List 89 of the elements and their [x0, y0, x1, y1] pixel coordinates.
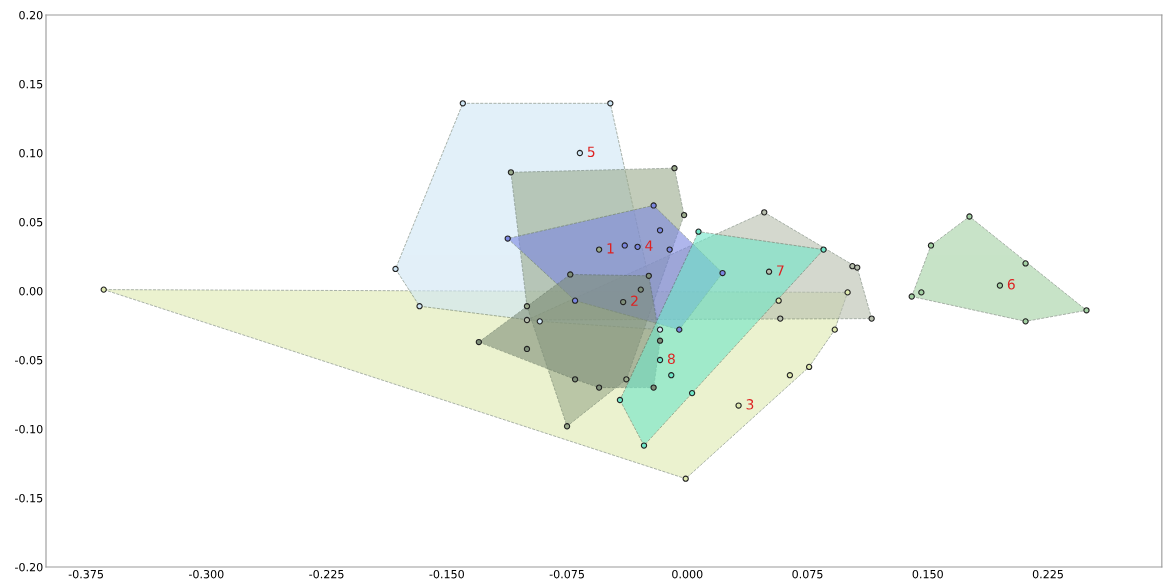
series-label: 1 [607, 243, 614, 254]
point [735, 402, 742, 409]
point [868, 315, 875, 322]
x-tick-label: -0.150 [429, 569, 464, 579]
point [656, 326, 664, 333]
point [761, 209, 768, 216]
series-label: 8 [667, 353, 675, 365]
point [688, 389, 696, 397]
point [908, 293, 915, 300]
series-label: 2 [631, 295, 638, 306]
point [668, 372, 675, 379]
point [620, 298, 627, 306]
point [680, 211, 688, 219]
y-tick-label: 0.00 [19, 286, 43, 296]
series-label: 4 [645, 240, 653, 251]
x-tick-label: 0.075 [792, 569, 823, 579]
point [719, 269, 726, 277]
y-tick-label: -0.10 [15, 424, 43, 434]
point [996, 282, 1004, 289]
point [634, 243, 641, 250]
point [416, 303, 423, 310]
point [775, 297, 782, 304]
y-tick-label: -0.20 [15, 562, 43, 572]
point [844, 289, 851, 296]
series-label: 6 [1007, 279, 1015, 290]
point [695, 228, 702, 235]
x-tick-label: 0.150 [912, 569, 943, 579]
point [805, 363, 813, 371]
x-tick-label: -0.075 [549, 569, 584, 579]
point [523, 316, 531, 324]
point [820, 246, 827, 253]
x-tick-label: -0.300 [188, 569, 224, 579]
point [1022, 260, 1029, 267]
point [1083, 307, 1090, 314]
point [507, 169, 515, 176]
point [621, 242, 628, 249]
series-label: 3 [746, 399, 754, 410]
point [777, 315, 784, 322]
point [392, 265, 399, 273]
point [656, 337, 664, 344]
point [504, 235, 511, 242]
point [475, 338, 483, 346]
point [576, 149, 584, 157]
point [571, 297, 579, 304]
point [1022, 318, 1029, 325]
point [536, 318, 543, 325]
point [567, 271, 574, 278]
point [650, 202, 657, 209]
point [623, 376, 630, 383]
series-label: 7 [777, 265, 784, 276]
point [637, 286, 644, 293]
point [523, 303, 531, 310]
point [640, 442, 648, 449]
point [650, 384, 657, 391]
y-tick-label: 0.10 [19, 148, 43, 158]
y-tick-label: 0.05 [19, 217, 43, 227]
point [645, 272, 652, 279]
point [595, 384, 603, 391]
point [786, 372, 794, 379]
point [666, 246, 673, 253]
x-tick-label: -0.375 [68, 569, 104, 579]
point [656, 356, 664, 364]
y-tick-label: -0.05 [15, 355, 43, 365]
x-tick-label: 0.000 [672, 569, 703, 579]
point [676, 326, 683, 333]
point [616, 396, 624, 404]
point [571, 376, 579, 383]
y-tick-label: 0.15 [19, 79, 43, 89]
point [100, 286, 107, 293]
point [523, 345, 531, 353]
point [682, 475, 689, 482]
point [918, 289, 925, 296]
point [849, 263, 856, 270]
y-tick-label: 0.20 [19, 10, 43, 20]
x-tick-label: -0.225 [309, 569, 344, 579]
point [765, 268, 773, 275]
point [656, 227, 664, 234]
point [563, 423, 571, 430]
series-label: 5 [587, 146, 595, 158]
y-tick-label: -0.15 [15, 493, 43, 503]
point [831, 326, 838, 333]
point [459, 100, 466, 107]
x-tick-label: 0.225 [1032, 569, 1063, 579]
point [854, 264, 861, 271]
point [927, 242, 935, 249]
point [595, 246, 603, 253]
point [671, 165, 678, 172]
point [966, 213, 973, 220]
point [607, 100, 614, 107]
